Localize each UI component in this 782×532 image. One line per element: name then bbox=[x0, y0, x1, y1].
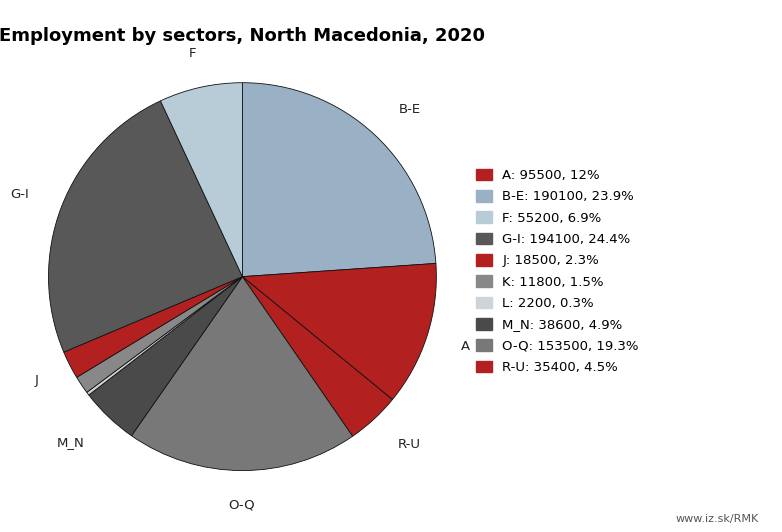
Text: O-Q: O-Q bbox=[228, 499, 255, 512]
Text: R-U: R-U bbox=[397, 438, 421, 452]
Wedge shape bbox=[160, 82, 242, 277]
Wedge shape bbox=[242, 263, 436, 400]
Wedge shape bbox=[131, 277, 353, 471]
Text: J: J bbox=[35, 375, 38, 387]
Wedge shape bbox=[77, 277, 242, 392]
Wedge shape bbox=[48, 101, 242, 352]
Text: www.iz.sk/RMK: www.iz.sk/RMK bbox=[676, 514, 759, 524]
Wedge shape bbox=[242, 277, 393, 436]
Legend: A: 95500, 12%, B-E: 190100, 23.9%, F: 55200, 6.9%, G-I: 194100, 24.4%, J: 18500,: A: 95500, 12%, B-E: 190100, 23.9%, F: 55… bbox=[475, 169, 639, 374]
Wedge shape bbox=[87, 277, 242, 395]
Wedge shape bbox=[89, 277, 242, 436]
Wedge shape bbox=[64, 277, 242, 377]
Text: M_N: M_N bbox=[57, 436, 84, 449]
Text: B-E: B-E bbox=[399, 103, 421, 116]
Wedge shape bbox=[242, 82, 436, 277]
Text: F: F bbox=[189, 47, 196, 60]
Text: G-I: G-I bbox=[10, 188, 29, 201]
Text: Employment by sectors, North Macedonia, 2020: Employment by sectors, North Macedonia, … bbox=[0, 27, 486, 45]
Text: A: A bbox=[461, 340, 469, 353]
